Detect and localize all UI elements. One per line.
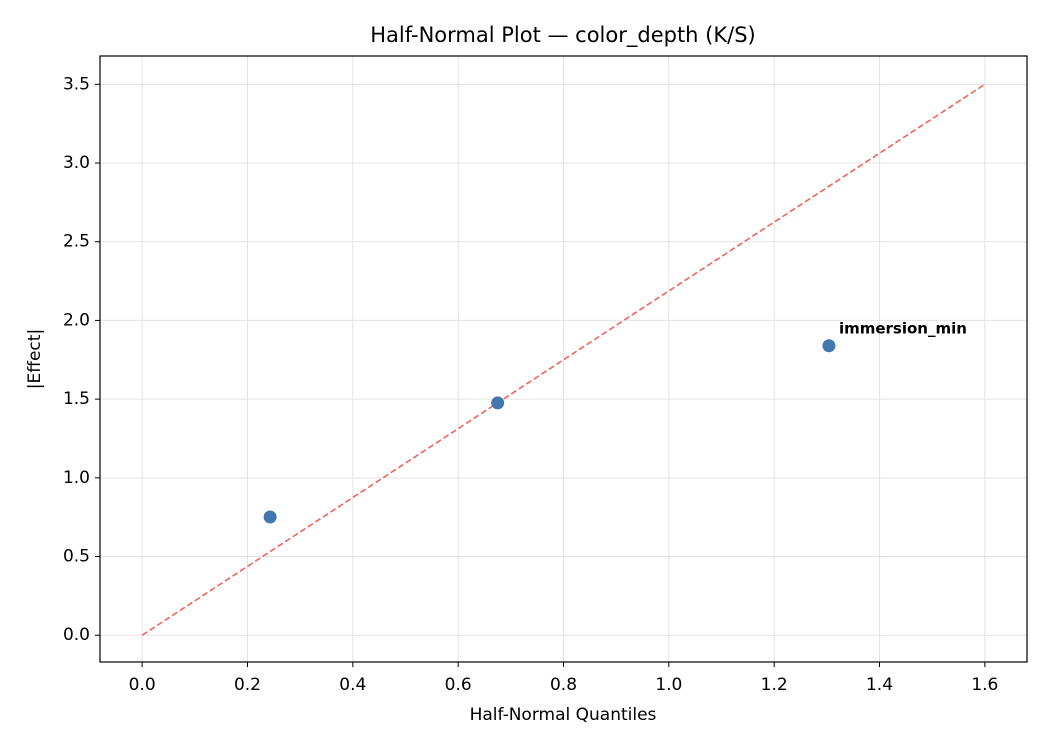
y-tick-label: 2.0 <box>63 310 90 330</box>
y-tick-label: 3.0 <box>63 153 90 173</box>
y-tick-label: 3.5 <box>63 74 90 94</box>
x-tick-label: 1.6 <box>971 675 998 695</box>
plot-frame <box>99 55 1028 663</box>
chart-title: Half-Normal Plot — color_depth (K/S) <box>370 23 755 48</box>
point <box>491 396 505 410</box>
y-tick-label: 2.5 <box>63 232 90 252</box>
annotation: immersion_min <box>839 319 967 337</box>
y-tick-label: 0.0 <box>63 625 90 645</box>
y-tick-label: 1.0 <box>63 468 90 488</box>
x-tick-label: 1.4 <box>866 675 893 695</box>
x-tick-label: 0.0 <box>129 675 156 695</box>
reference-line <box>141 83 986 636</box>
x-axis-label: Half-Normal Quantiles <box>470 705 657 725</box>
y-axis-label: |Effect| <box>25 329 45 389</box>
x-tick-label: 0.2 <box>234 675 261 695</box>
point <box>822 339 836 353</box>
x-tick-label: 0.6 <box>445 675 472 695</box>
x-tick-label: 1.0 <box>655 675 682 695</box>
x-tick-label: 0.8 <box>550 675 577 695</box>
x-tick-label: 1.2 <box>761 675 788 695</box>
y-tick-label: 1.5 <box>63 389 90 409</box>
point <box>263 510 277 524</box>
x-tick-label: 0.4 <box>339 675 366 695</box>
y-tick-label: 0.5 <box>63 547 90 567</box>
